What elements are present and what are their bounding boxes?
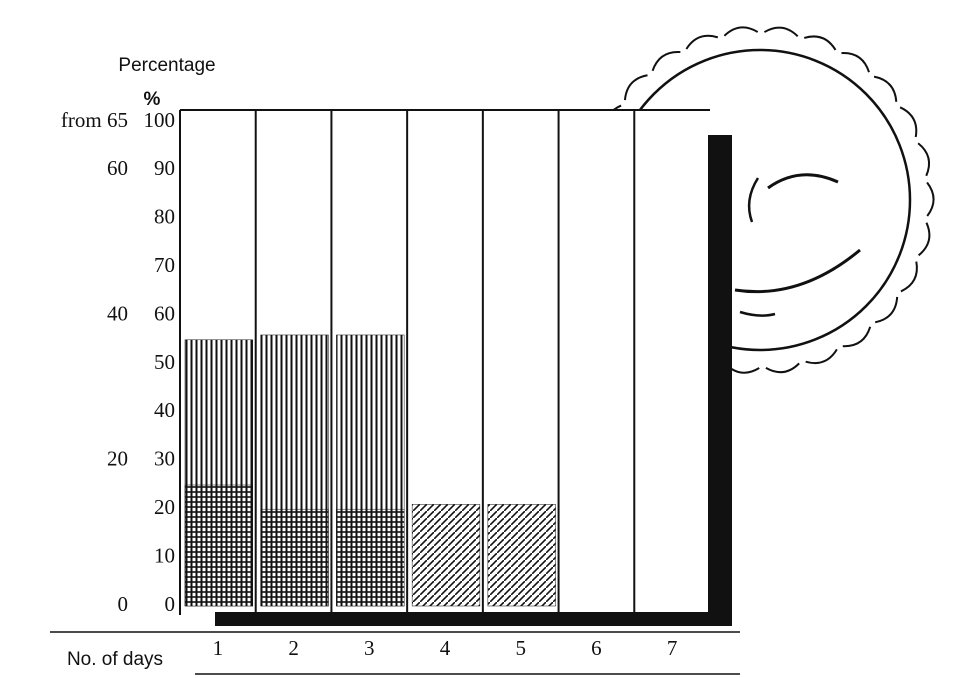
bar [412, 504, 480, 606]
y-tick-label: 60 [154, 301, 175, 325]
x-tick-label: 1 [213, 636, 224, 660]
chart: Percentage % No. of days 010203040506070… [0, 0, 974, 678]
y-tick-label: 40 [154, 398, 175, 422]
sun-ray [927, 182, 933, 216]
sun-ray [766, 363, 799, 372]
y-tick-label: 90 [154, 156, 175, 180]
y2-tick-label: 20 [107, 447, 128, 471]
x-tick-label: 7 [667, 636, 678, 660]
sun-ray [764, 28, 797, 37]
x-tick-label: 6 [591, 636, 602, 660]
y-tick-label: 20 [154, 495, 175, 519]
y2-tick-label: 40 [107, 301, 128, 325]
x-tick-label: 4 [440, 636, 451, 660]
x-tick-label: 5 [515, 636, 526, 660]
y-tick-label: 0 [165, 592, 176, 616]
sun-ray [686, 36, 717, 49]
y2-tick-label: 0 [118, 592, 129, 616]
sun-ray [843, 327, 870, 346]
y-axis-title: Percentage [118, 55, 215, 76]
bar [261, 509, 329, 606]
bar [488, 504, 556, 606]
y-tick-label: 100 [144, 108, 176, 132]
x-axis-title: No. of days [67, 649, 163, 670]
sun-ray [901, 262, 917, 292]
sun-ray [804, 36, 835, 50]
y-tick-label: 80 [154, 205, 175, 229]
sun-ray [841, 53, 869, 72]
bar [185, 485, 253, 606]
sun-ray [874, 77, 896, 102]
x-tick-label: 2 [288, 636, 299, 660]
frame-right [708, 135, 732, 625]
sun-ray [724, 27, 757, 35]
sun-ray [653, 52, 681, 71]
sun-ray [875, 297, 897, 322]
y2-tick-label: from 65 [61, 108, 128, 132]
y-tick-label: 70 [154, 253, 175, 277]
y2-tick-label: 60 [107, 156, 128, 180]
bar [336, 509, 404, 606]
sun-ray [806, 349, 837, 363]
sun-ray [919, 223, 930, 256]
y-tick-label: 30 [154, 447, 175, 471]
y-tick-label: 10 [154, 543, 175, 567]
frame-bottom [215, 612, 732, 626]
y-tick-label: 50 [154, 350, 175, 374]
x-tick-label: 3 [364, 636, 375, 660]
sun-ray [625, 75, 648, 100]
sun-ray [900, 107, 916, 137]
sun-ray [918, 143, 929, 176]
